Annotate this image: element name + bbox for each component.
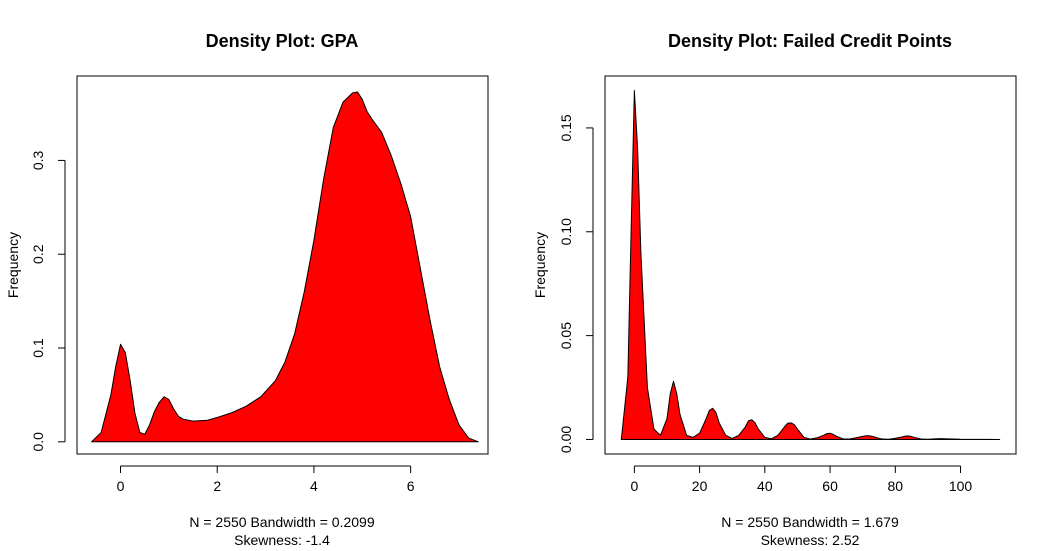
failed-credit-x-tick-label: 0 [630,478,638,494]
failed-credit-density-area [620,90,1001,440]
failed-credit-chart-title: Density Plot: Failed Credit Points [668,31,952,51]
failed-credit-x-tick-label: 100 [949,478,973,494]
failed-credit-density-panel: Density Plot: Failed Credit Points Frequ… [532,31,1017,548]
failed-credit-stats-line-2: Skewness: 2.52 [761,532,860,548]
failed-credit-x-tick-label: 60 [822,478,838,494]
gpa-y-axis-label: Frequency [5,232,21,298]
failed-credit-stats-line-1: N = 2550 Bandwidth = 1.679 [721,514,899,530]
gpa-stats-line-1: N = 2550 Bandwidth = 0.2099 [189,514,374,530]
failed-credit-plot-frame [604,75,1017,455]
gpa-x-tick-label: 0 [117,478,125,494]
gpa-y-tick-label: 0.3 [30,150,46,170]
failed-credit-y-tick-label: 0.10 [558,218,574,245]
gpa-density-area [91,91,479,443]
failed-credit-y-tick-label: 0.05 [558,322,574,349]
gpa-y-tick-label: 0.0 [30,432,46,452]
gpa-stats-line-2: Skewness: -1.4 [234,532,330,548]
gpa-density-panel: Density Plot: GPA Frequency N = 2550 Ban… [5,31,489,548]
failed-credit-y-tick-label: 0.15 [558,114,574,141]
failed-credit-y-axis-label: Frequency [532,232,548,298]
failed-credit-x-tick-label: 40 [757,478,773,494]
gpa-x-tick-label: 2 [213,478,221,494]
gpa-x-tick-label: 4 [310,478,318,494]
gpa-y-tick-label: 0.2 [30,244,46,264]
failed-credit-x-tick-label: 80 [888,478,904,494]
gpa-chart-title: Density Plot: GPA [206,31,359,51]
failed-credit-y-tick-label: 0.00 [558,426,574,453]
failed-credit-x-tick-label: 20 [692,478,708,494]
gpa-y-tick-label: 0.1 [30,338,46,358]
gpa-plot-frame [76,75,489,455]
gpa-x-tick-label: 6 [407,478,415,494]
